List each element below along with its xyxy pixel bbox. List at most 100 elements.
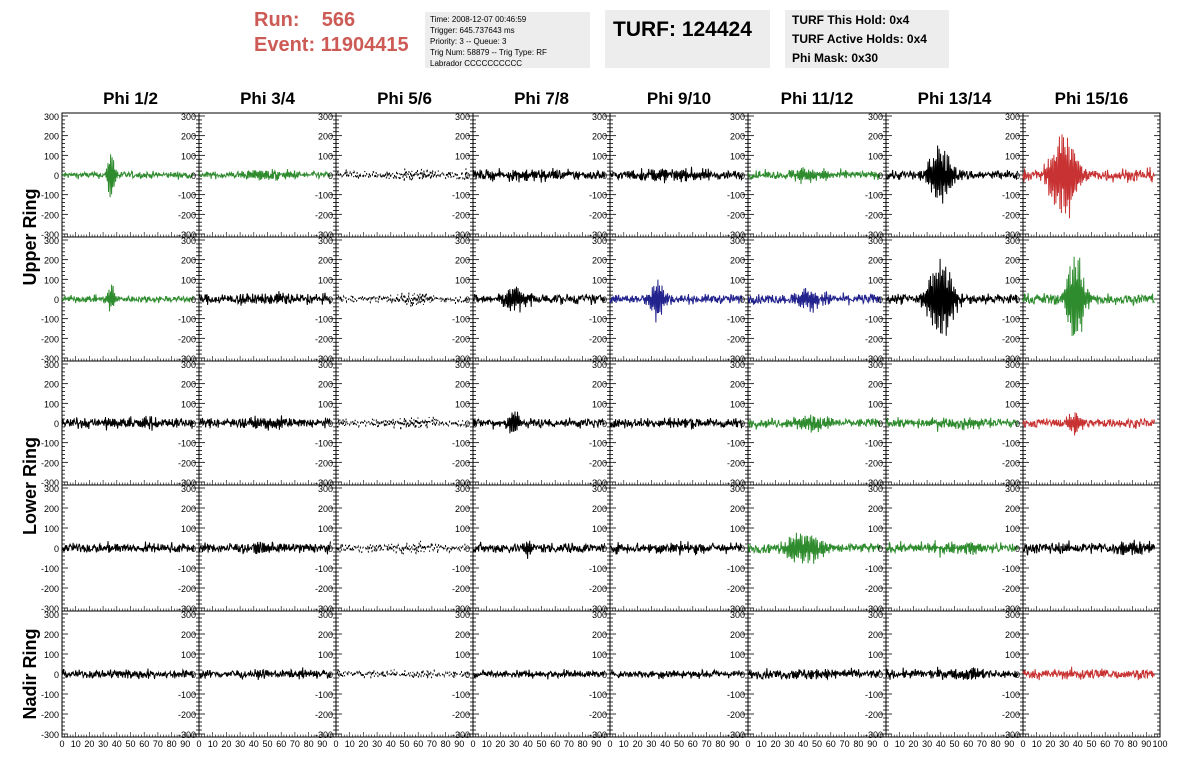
- panel-r0-c2: -300 -200 -100 0 100 200 300: [315, 112, 474, 240]
- y-tick-label: 100: [181, 275, 196, 285]
- y-tick-label: -300: [452, 230, 470, 240]
- y-tick-label: -100: [865, 439, 883, 449]
- y-tick-label: -200: [589, 210, 607, 220]
- y-tick-label: 0: [740, 419, 745, 429]
- panel-r1-c1: -300 -200 -100 0 100 200 300: [178, 236, 337, 364]
- x-tick-label: 50: [125, 739, 135, 749]
- waveform-trace: [747, 667, 881, 681]
- y-tick-label: 200: [181, 256, 196, 266]
- y-tick-label: -300: [589, 730, 607, 740]
- x-tick-label: 0: [607, 739, 612, 749]
- y-tick-label: 100: [455, 650, 470, 660]
- y-tick-label: 0: [878, 544, 883, 554]
- x-tick-label: 80: [578, 739, 588, 749]
- y-tick-label: -100: [452, 564, 470, 574]
- y-tick-label: 100: [44, 399, 59, 409]
- y-tick-label: -100: [1002, 564, 1020, 574]
- run-value: 566: [321, 9, 356, 31]
- y-tick-label: 0: [1015, 670, 1020, 680]
- y-tick-label: 100: [868, 650, 883, 660]
- ring-label: Nadir Ring: [20, 628, 40, 719]
- waveform-trace: [1022, 539, 1155, 556]
- y-tick-label: -100: [315, 439, 333, 449]
- y-tick-label: -100: [1002, 439, 1020, 449]
- y-tick-label: 300: [730, 610, 745, 620]
- y-tick-label: 100: [318, 399, 333, 409]
- y-tick-label: -200: [178, 458, 196, 468]
- x-tick-label: 20: [84, 739, 94, 749]
- y-tick-label: 300: [181, 236, 196, 246]
- y-tick-label: 0: [328, 171, 333, 181]
- y-tick-label: 200: [868, 256, 883, 266]
- y-tick-label: 100: [868, 524, 883, 534]
- panel-r0-c5: -300 -200 -100 0 100 200 300: [727, 112, 887, 240]
- y-tick-label: 200: [455, 380, 470, 390]
- y-tick-label: 0: [191, 171, 196, 181]
- y-tick-label: 300: [868, 610, 883, 620]
- panel-r4-c4: -300 -200 -100 0 100 200 300: [589, 610, 749, 740]
- y-tick-label: 0: [1015, 419, 1020, 429]
- y-tick-label: -200: [452, 458, 470, 468]
- y-tick-label: -200: [727, 710, 745, 720]
- y-tick-label: -300: [727, 230, 745, 240]
- panel-r3-c0: -300 -200 -100 0 100 200 300: [41, 484, 200, 614]
- y-tick-label: 200: [730, 504, 745, 514]
- waveform-trace: [885, 666, 1018, 680]
- ring-label: Upper Ring: [20, 189, 40, 286]
- y-tick-label: 200: [730, 630, 745, 640]
- x-tick-label: 30: [372, 739, 382, 749]
- y-tick-label: 100: [592, 399, 607, 409]
- y-tick-label: -200: [727, 458, 745, 468]
- y-tick-label: 100: [44, 151, 59, 161]
- y-tick-label: 300: [1005, 484, 1020, 494]
- waveform-trace: [335, 292, 468, 307]
- x-tick-label: 50: [674, 739, 684, 749]
- y-tick-label: -200: [1002, 458, 1020, 468]
- y-tick-label: 300: [455, 360, 470, 370]
- y-tick-label: 300: [730, 484, 745, 494]
- y-tick-label: 0: [465, 171, 470, 181]
- x-tick-label: 60: [550, 739, 560, 749]
- y-tick-label: 200: [730, 380, 745, 390]
- y-tick-label: 300: [181, 484, 196, 494]
- waveform-trace: [609, 540, 743, 556]
- y-tick-label: 300: [592, 360, 607, 370]
- y-tick-label: 0: [1015, 544, 1020, 554]
- y-tick-label: -200: [865, 210, 883, 220]
- y-tick-label: 100: [455, 275, 470, 285]
- y-tick-label: 200: [868, 504, 883, 514]
- turf-hold-box: TURF This Hold: 0x4 TURF Active Holds: 0…: [785, 10, 949, 68]
- y-tick-label: 0: [878, 670, 883, 680]
- x-tick-label: 90: [180, 739, 190, 749]
- panel-r3-c7: -300 -200 -100 0 100 200 300: [1002, 484, 1161, 614]
- y-tick-label: -300: [452, 478, 470, 488]
- y-tick-label: 100: [592, 650, 607, 660]
- y-tick-label: 300: [318, 360, 333, 370]
- run-event-info: Run: 566 Event: 11904415: [254, 8, 409, 58]
- y-tick-label: 100: [730, 650, 745, 660]
- y-tick-label: 300: [868, 112, 883, 122]
- x-tick-label: 10: [345, 739, 355, 749]
- waveform-trace: [472, 286, 605, 313]
- y-tick-label: -100: [865, 690, 883, 700]
- y-tick-label: 300: [455, 112, 470, 122]
- y-tick-label: 100: [1005, 399, 1020, 409]
- x-tick-label: 60: [688, 739, 698, 749]
- x-tick-label: 20: [358, 739, 368, 749]
- x-tick-label: 80: [441, 739, 451, 749]
- y-tick-label: 0: [602, 544, 607, 554]
- y-tick-label: -100: [727, 439, 745, 449]
- waveform-trace: [335, 540, 468, 555]
- waveform-trace: [61, 668, 194, 680]
- column-header: Phi 1/2: [103, 89, 158, 108]
- y-tick-label: 200: [318, 630, 333, 640]
- x-tick-label: 70: [702, 739, 712, 749]
- y-tick-label: -200: [865, 334, 883, 344]
- y-tick-label: -300: [41, 604, 59, 614]
- event-row: Event: 11904415: [254, 33, 409, 58]
- panel-r4-c1: -300 -200 -100 0 100 200 300: [178, 610, 337, 740]
- y-tick-label: -300: [315, 354, 333, 364]
- info-labrador: Labrador CCCCCCCCCC: [430, 59, 523, 68]
- waveform-trace: [885, 145, 1018, 204]
- y-tick-label: 0: [602, 295, 607, 305]
